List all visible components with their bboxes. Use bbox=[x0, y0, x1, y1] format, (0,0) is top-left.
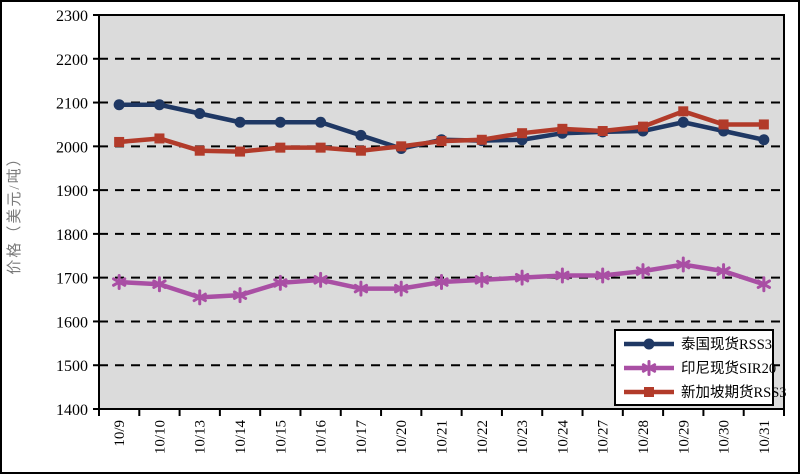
series-marker-印尼现货SIR20-10/15 bbox=[273, 274, 288, 291]
x-label-10/20: 10/20 bbox=[394, 420, 410, 454]
y-tick-label-1800: 1800 bbox=[56, 227, 88, 244]
x-label-10/15: 10/15 bbox=[273, 420, 289, 454]
x-label-10/10: 10/10 bbox=[152, 420, 168, 454]
series-marker-新加坡期货RSS3-10/27 bbox=[597, 126, 608, 137]
y-tick-label-1600: 1600 bbox=[56, 314, 88, 331]
plot-layer: 1400 1500 1600 1700 1800 1900 2000 2100 2200 2300… bbox=[56, 8, 787, 454]
x-label-10/9: 10/9 bbox=[112, 420, 128, 447]
series-marker-印尼现货SIR20-10/24 bbox=[555, 267, 570, 284]
x-label-10/27: 10/27 bbox=[596, 420, 612, 455]
series-marker-新加坡期货RSS3-10/31 bbox=[758, 119, 769, 130]
series-marker-印尼现货SIR20-10/27 bbox=[595, 267, 610, 284]
y-tick-label-2100: 2100 bbox=[56, 96, 88, 113]
series-marker-新加坡期货RSS3-10/14 bbox=[235, 146, 246, 157]
series-marker-泰国现货RSS3-10/29 bbox=[677, 116, 689, 128]
series-marker-新加坡期货RSS3-10/23 bbox=[517, 128, 528, 139]
x-label-10/24: 10/24 bbox=[555, 420, 571, 455]
series-marker-新加坡期货RSS3-10/10 bbox=[154, 133, 165, 144]
x-label-10/14: 10/14 bbox=[233, 420, 249, 455]
series-marker-新加坡期货RSS3-10/29 bbox=[678, 106, 689, 117]
series-marker-新加坡期货RSS3-10/24 bbox=[557, 123, 568, 134]
x-label-10/17: 10/17 bbox=[354, 420, 370, 455]
series-marker-印尼现货SIR20-10/28 bbox=[635, 263, 651, 280]
series-marker-印尼现货SIR20-10/20 bbox=[394, 280, 409, 297]
series-marker-新加坡期货RSS3-10/21 bbox=[436, 136, 447, 147]
y-tick-label-2200: 2200 bbox=[56, 52, 88, 69]
x-label-10/16: 10/16 bbox=[314, 420, 330, 455]
series-marker-印尼现货SIR20-10/23 bbox=[514, 269, 530, 286]
legend-swatch-marker-新加坡期货RSS3 bbox=[644, 387, 654, 397]
y-axis-title: 价格（美元/吨） bbox=[6, 149, 23, 274]
series-marker-新加坡期货RSS3-10/20 bbox=[396, 141, 407, 152]
series-marker-新加坡期货RSS3-10/9 bbox=[114, 136, 125, 147]
series-marker-泰国现货RSS3-10/10 bbox=[153, 99, 165, 111]
series-marker-泰国现货RSS3-10/13 bbox=[194, 108, 206, 119]
x-label-10/30: 10/30 bbox=[717, 420, 733, 454]
y-tick-label-1500: 1500 bbox=[56, 358, 88, 375]
series-marker-新加坡期货RSS3-10/13 bbox=[194, 145, 205, 156]
series-marker-印尼现货SIR20-10/17 bbox=[353, 280, 369, 297]
legend-label-印尼现货SIR20: 印尼现货SIR20 bbox=[681, 360, 776, 377]
legend-swatch-marker-泰国现货RSS3 bbox=[643, 338, 655, 350]
series-marker-新加坡期货RSS3-10/16 bbox=[315, 142, 326, 153]
x-label-10/21: 10/21 bbox=[435, 420, 451, 454]
y-tick-label-1400: 1400 bbox=[56, 402, 88, 419]
y-tick-label-1900: 1900 bbox=[56, 183, 88, 200]
x-label-10/29: 10/29 bbox=[676, 420, 692, 454]
series-marker-泰国现货RSS3-10/9 bbox=[113, 99, 125, 111]
series-marker-泰国现货RSS3-10/15 bbox=[274, 116, 286, 128]
series-marker-印尼现货SIR20-10/13 bbox=[192, 289, 207, 306]
series-marker-新加坡期货RSS3-10/15 bbox=[275, 142, 286, 153]
series-marker-印尼现货SIR20-10/21 bbox=[434, 274, 449, 291]
series-marker-印尼现货SIR20-10/9 bbox=[112, 274, 127, 291]
y-tick-label-2000: 2000 bbox=[56, 139, 88, 156]
series-marker-泰国现货RSS3-10/31 bbox=[758, 134, 770, 146]
series-marker-泰国现货RSS3-10/17 bbox=[355, 129, 367, 141]
series-marker-印尼现货SIR20-10/14 bbox=[232, 287, 248, 304]
series-marker-泰国现货RSS3-10/16 bbox=[315, 116, 327, 128]
series-marker-印尼现货SIR20-10/30 bbox=[716, 263, 731, 280]
y-tick-label-2300: 2300 bbox=[56, 8, 88, 25]
series-marker-新加坡期货RSS3-10/28 bbox=[637, 121, 648, 132]
series-marker-新加坡期货RSS3-10/22 bbox=[476, 134, 487, 145]
series-marker-新加坡期货RSS3-10/17 bbox=[355, 145, 366, 156]
x-label-10/23: 10/23 bbox=[515, 420, 531, 454]
legend-label-泰国现货RSS3: 泰国现货RSS3 bbox=[681, 336, 772, 353]
series-marker-印尼现货SIR20-10/22 bbox=[474, 271, 489, 288]
x-label-10/31: 10/31 bbox=[757, 420, 773, 454]
series-marker-印尼现货SIR20-10/29 bbox=[676, 256, 691, 273]
series-marker-泰国现货RSS3-10/14 bbox=[234, 116, 246, 128]
x-label-10/22: 10/22 bbox=[475, 420, 491, 454]
series-marker-新加坡期货RSS3-10/30 bbox=[718, 119, 729, 130]
x-label-10/13: 10/13 bbox=[193, 420, 209, 454]
x-label-10/28: 10/28 bbox=[636, 420, 652, 454]
y-tick-label-1700: 1700 bbox=[56, 271, 88, 288]
series-marker-印尼现货SIR20-10/16 bbox=[313, 271, 328, 288]
legend-label-新加坡期货RSS3: 新加坡期货RSS3 bbox=[681, 384, 787, 401]
series-marker-印尼现货SIR20-10/31 bbox=[756, 276, 771, 293]
series-marker-印尼现货SIR20-10/10 bbox=[152, 276, 167, 293]
legend-swatch-marker-印尼现货SIR20 bbox=[641, 360, 657, 376]
